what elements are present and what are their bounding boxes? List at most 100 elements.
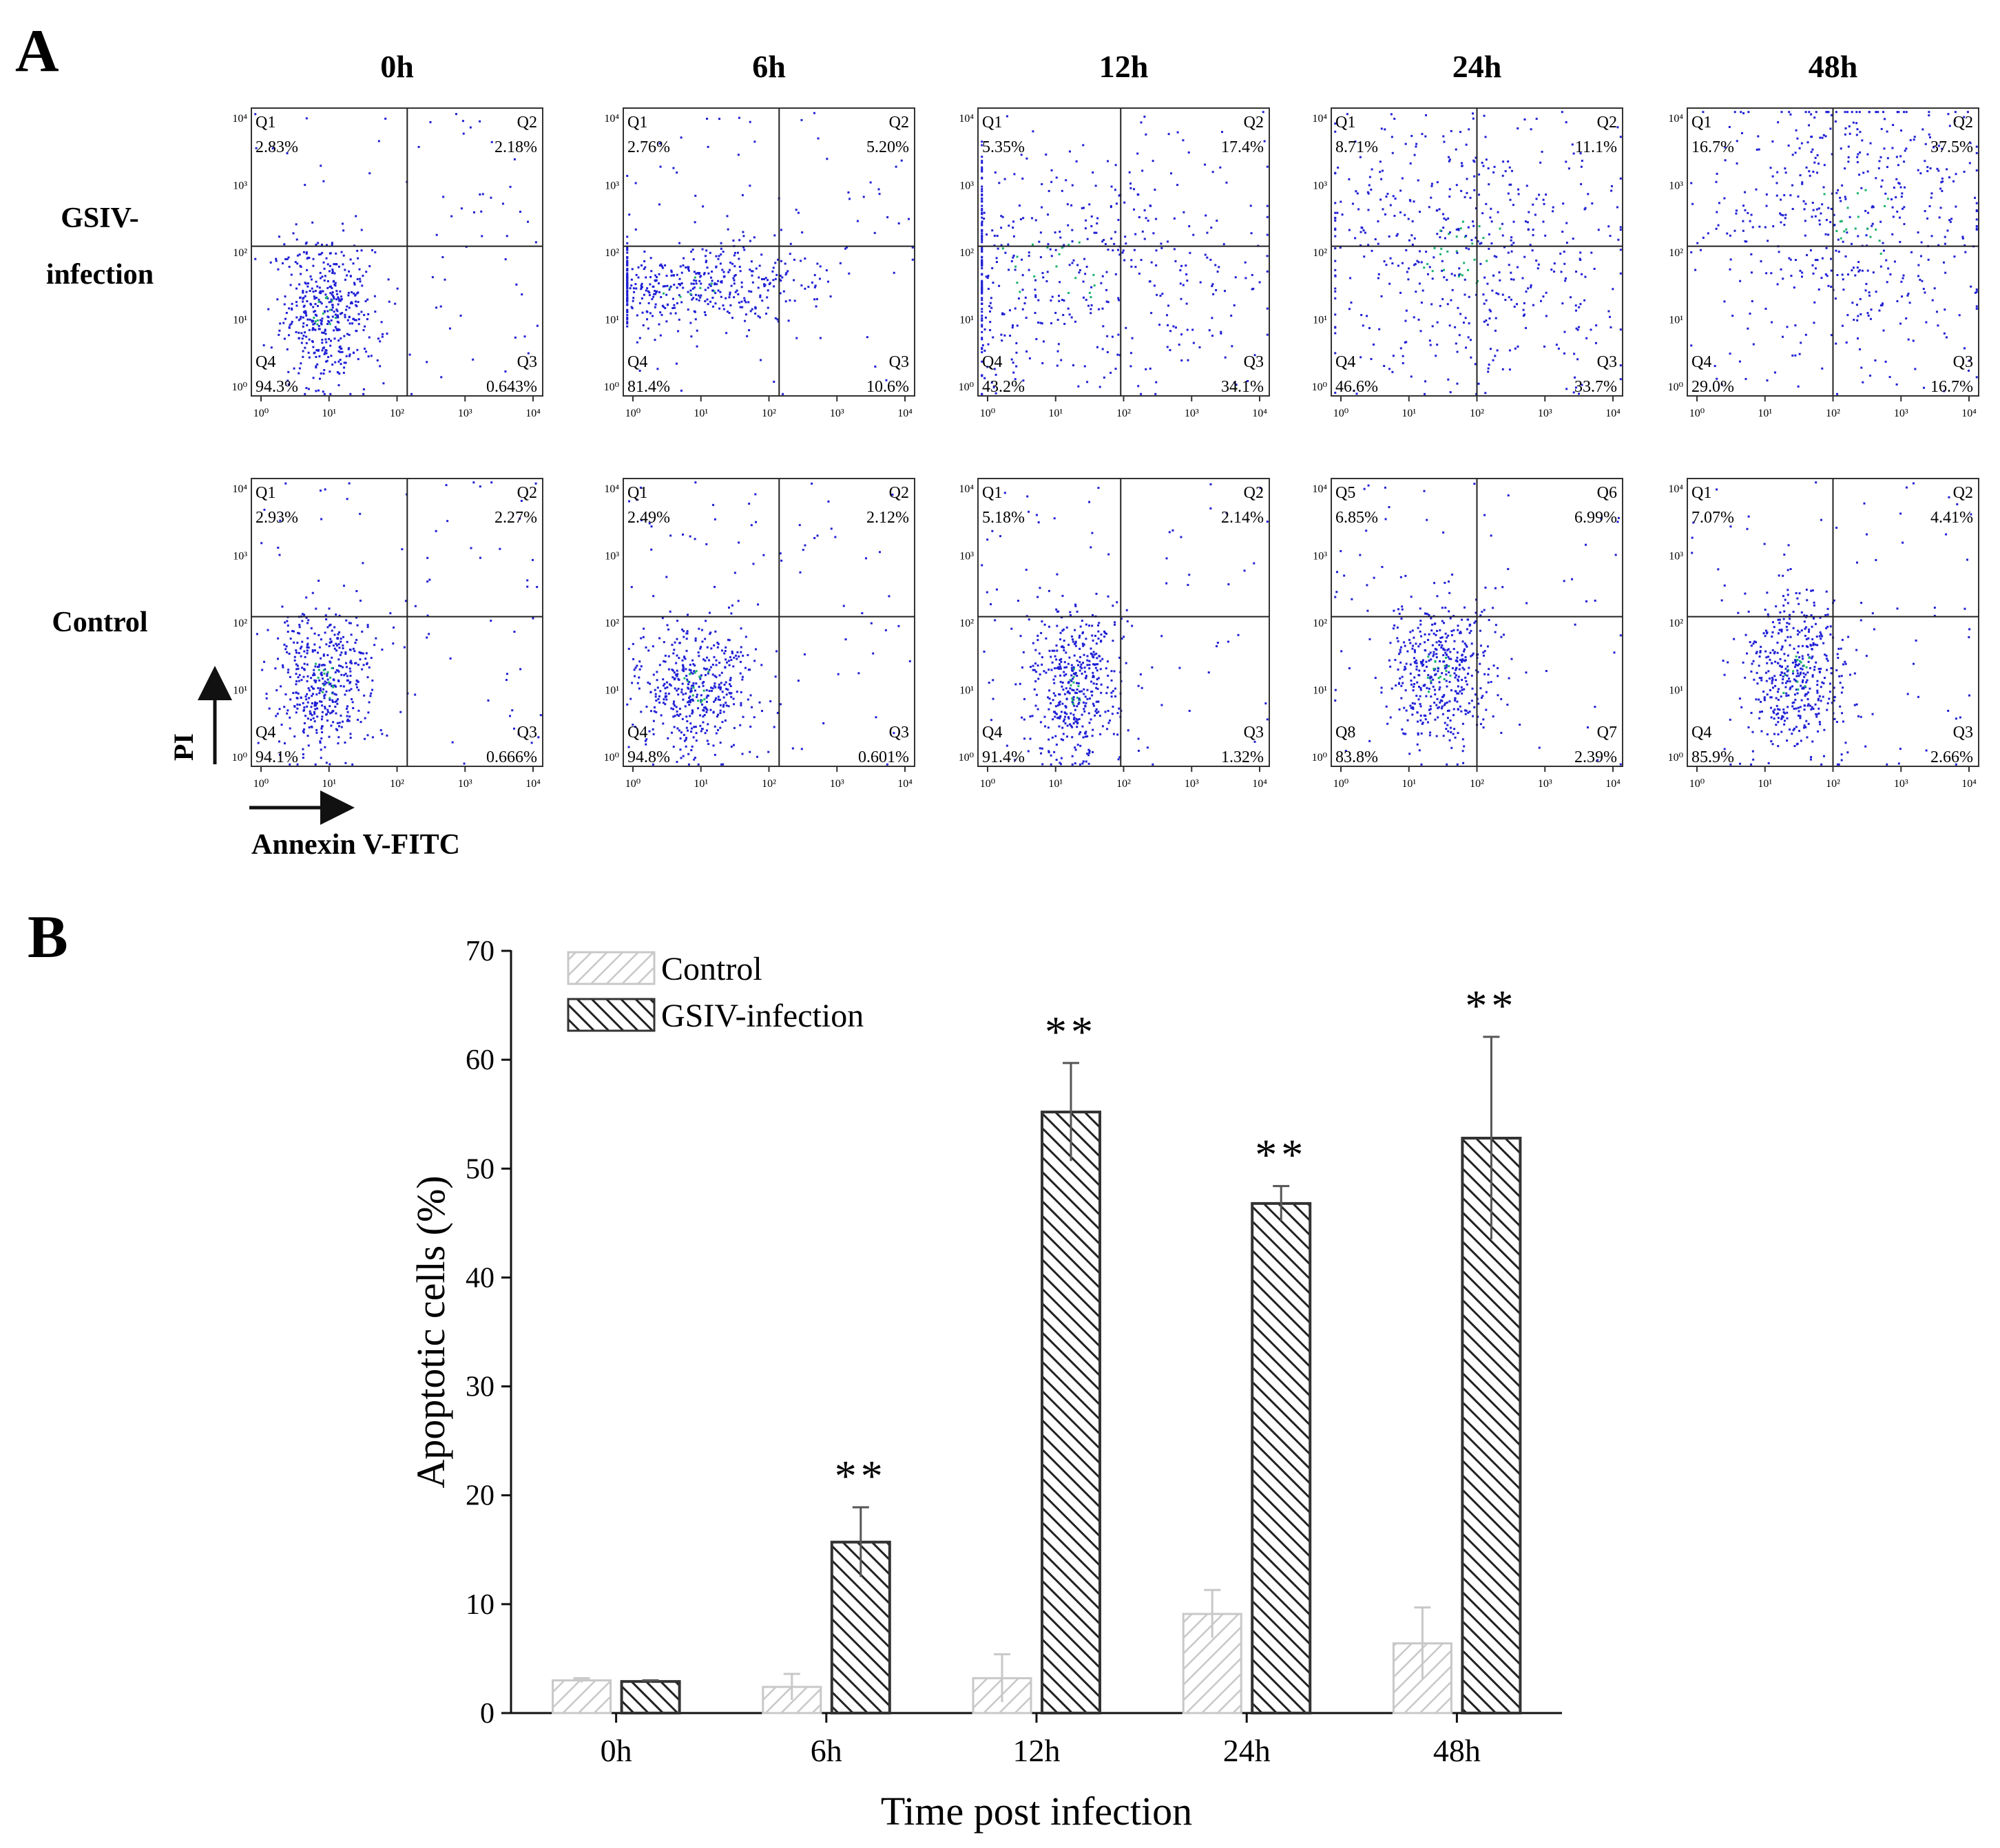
- x-tick-label: 10²: [1470, 408, 1484, 419]
- scatter-dots: [254, 113, 539, 395]
- x-tick-label: 10⁰: [980, 778, 995, 790]
- scatter-dots: [1690, 111, 1978, 395]
- x-tick-label: 10⁴: [1252, 408, 1267, 419]
- quadrant-percent: 2.93%: [256, 509, 298, 527]
- quadrant-label: Q2: [1244, 114, 1264, 132]
- scatter-dots: [256, 481, 542, 766]
- y-tick-label: 10³: [959, 551, 974, 563]
- x-tick-label: 10³: [458, 408, 472, 419]
- bar-infection-24h: [1251, 1201, 1312, 1715]
- x-tick-label: 10²: [762, 778, 776, 790]
- bar-chart: 0 10 20 30 40 50 60 70 Apoptotic cells (%) Time p…: [408, 936, 1562, 1834]
- quadrant-label: Q4: [627, 353, 647, 371]
- time-header-24h: 24h: [1452, 49, 1502, 84]
- x-tick-label: 10⁰: [1689, 408, 1705, 419]
- y-tick-label: 70: [466, 936, 494, 967]
- dot-plot: Q5 6.85% Q6 6.99% Q7 2.39% Q8 83.8% 10⁰ 10⁰ 10¹ 10¹…: [1312, 478, 1623, 790]
- x-tick-label: 10⁴: [1252, 778, 1267, 790]
- quadrant-percent: 43.2%: [982, 378, 1025, 396]
- quadrant-percent: 5.20%: [866, 138, 909, 156]
- quadrant-label: Q3: [889, 724, 909, 742]
- y-tick-label: 10¹: [1669, 685, 1683, 697]
- quadrant-label: Q4: [1691, 724, 1711, 742]
- panel-b: B 0 10 20 30 40 50 60 70 Apoptotic cells (%) Time…: [28, 904, 1562, 1834]
- plot-frame: [623, 107, 915, 397]
- quadrant-percent: 37.5%: [1930, 138, 1973, 156]
- dot-plot: Q1 2.76% Q2 5.20% Q3 10.6% Q4 81.4% 10⁰ 10⁰ 10¹ 10¹…: [604, 107, 915, 419]
- y-tick-label: 10³: [605, 180, 619, 192]
- quadrant-percent: 94.1%: [256, 748, 298, 766]
- quadrant-label: Q1: [1335, 114, 1355, 132]
- y-tick-label: 10³: [959, 180, 974, 192]
- bar-infection-12h: [1041, 1111, 1101, 1714]
- legend-label: GSIV-infection: [661, 998, 864, 1034]
- quadrant-label: Q2: [1953, 114, 1973, 132]
- x-tick-label: 10¹: [694, 778, 708, 790]
- quadrant-percent: 91.4%: [982, 748, 1025, 766]
- scatter-dots: [981, 111, 1269, 395]
- quadrant-percent: 2.27%: [494, 509, 537, 527]
- x-tick-label: 10³: [1894, 778, 1908, 790]
- quadrant-label: Q5: [1335, 484, 1355, 502]
- time-header-12h: 12h: [1099, 49, 1149, 84]
- y-tick-label: 10⁴: [232, 483, 247, 495]
- quadrant-label: Q2: [889, 484, 909, 502]
- quadrant-label: Q3: [517, 724, 537, 742]
- x-axis-title: Time post infection: [881, 1789, 1192, 1834]
- x-tick-label: 10³: [830, 778, 844, 790]
- y-axis-title: Apoptotic cells (%): [408, 1175, 453, 1488]
- y-tick-label: 0: [480, 1698, 494, 1730]
- legend-swatch-infection: [567, 998, 656, 1032]
- quadrant-percent: 94.8%: [627, 748, 670, 766]
- quadrant-label: Q3: [1244, 724, 1264, 742]
- y-tick-label: 10⁰: [232, 752, 247, 764]
- dot-plot: Q1 7.07% Q2 4.41% Q3 2.66% Q4 85.9% 10⁰ 10⁰ 10¹ 10¹…: [1668, 478, 1979, 790]
- x-tick-label: 10⁰: [1689, 778, 1705, 790]
- y-tick-label: 10⁴: [604, 113, 619, 125]
- y-tick-label: 10³: [605, 551, 619, 563]
- quadrant-percent: 33.7%: [1574, 378, 1617, 396]
- quadrant-label: Q4: [256, 353, 275, 371]
- x-tick-label: 10²: [1826, 408, 1840, 419]
- plot-frame: [977, 478, 1270, 767]
- quadrant-label: Q3: [1953, 353, 1973, 371]
- x-tick-label: 10³: [1538, 408, 1552, 419]
- quadrant-label: Q3: [517, 353, 537, 371]
- flow-cytometry-grid: 0h 6h 12h 24h 48h GSIV-infection Control Q1 2.83…: [46, 49, 1979, 790]
- x-tick-label: 10¹: [1048, 408, 1063, 419]
- panel-a-label: A: [15, 18, 59, 85]
- y-tick-label: 10¹: [605, 685, 619, 697]
- quadrant-label: Q2: [1597, 114, 1617, 132]
- y-tick-label: 10⁰: [1668, 752, 1683, 764]
- quadrant-percent: 0.643%: [486, 378, 537, 396]
- quadrant-label: Q4: [627, 724, 647, 742]
- x-tick-label: 10²: [1116, 408, 1131, 419]
- quadrant-percent: 94.3%: [256, 378, 298, 396]
- quadrant-percent: 85.9%: [1691, 748, 1734, 766]
- quadrant-percent: 2.12%: [866, 509, 909, 527]
- y-tick-label: 10²: [605, 247, 619, 259]
- quadrant-label: Q3: [1953, 724, 1973, 742]
- dot-plot: Q1 16.7% Q2 37.5% Q3 16.7% Q4 29.0% 10⁰ 10⁰ 10¹ 10¹…: [1668, 107, 1979, 419]
- time-header-6h: 6h: [752, 49, 786, 84]
- dot-plot: Q1 2.83% Q2 2.18% Q3 0.643% Q4 94.3% 10⁰ 10⁰ 10¹ 10…: [232, 107, 543, 419]
- quadrant-label: Q1: [982, 484, 1002, 502]
- quadrant-label: Q1: [1691, 484, 1711, 502]
- y-tick-label: 10¹: [959, 315, 974, 326]
- y-tick-label: 10⁰: [604, 752, 619, 764]
- x-tick-label: 10²: [390, 778, 404, 790]
- x-tick-label: 10¹: [1758, 778, 1772, 790]
- x-tick-label: 10⁴: [525, 408, 541, 419]
- quadrant-percent: 2.66%: [1930, 748, 1973, 766]
- y-tick-label: 10⁴: [1312, 113, 1327, 125]
- y-tick-label: 10¹: [233, 315, 247, 326]
- bar-infection-0h: [620, 1680, 681, 1715]
- x-tick-label: 10²: [1826, 778, 1840, 790]
- quadrant-percent: 4.41%: [1930, 509, 1973, 527]
- x-tick-label: 10⁴: [1961, 778, 1977, 790]
- significance-mark: **: [1255, 1131, 1307, 1179]
- x-tick-label: 10¹: [1402, 778, 1416, 790]
- row-label-line: infection: [46, 259, 154, 291]
- y-tick-label: 30: [466, 1372, 494, 1403]
- quadrant-percent: 11.1%: [1575, 138, 1617, 156]
